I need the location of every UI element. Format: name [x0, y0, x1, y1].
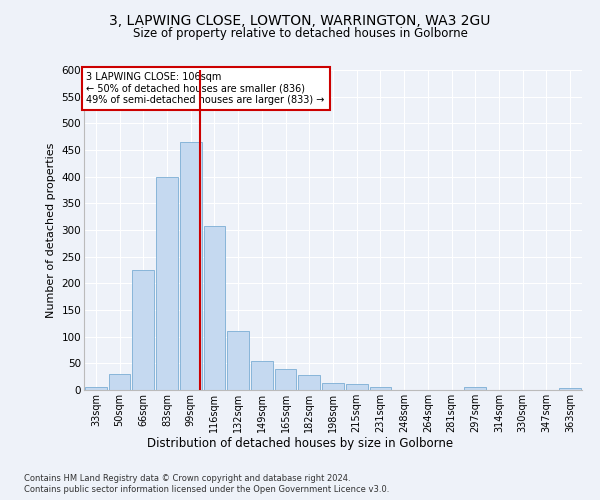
Text: Size of property relative to detached houses in Golborne: Size of property relative to detached ho…	[133, 28, 467, 40]
Text: Distribution of detached houses by size in Golborne: Distribution of detached houses by size …	[147, 438, 453, 450]
Text: Contains HM Land Registry data © Crown copyright and database right 2024.: Contains HM Land Registry data © Crown c…	[24, 474, 350, 483]
Text: Contains public sector information licensed under the Open Government Licence v3: Contains public sector information licen…	[24, 485, 389, 494]
Y-axis label: Number of detached properties: Number of detached properties	[46, 142, 56, 318]
Bar	[203, 226, 226, 390]
Text: 3, LAPWING CLOSE, LOWTON, WARRINGTON, WA3 2GU: 3, LAPWING CLOSE, LOWTON, WARRINGTON, WA…	[109, 14, 491, 28]
Text: 3 LAPWING CLOSE: 106sqm
← 50% of detached houses are smaller (836)
49% of semi-d: 3 LAPWING CLOSE: 106sqm ← 50% of detache…	[86, 72, 325, 105]
Bar	[370, 387, 391, 390]
Bar	[85, 388, 107, 390]
Bar	[275, 369, 296, 390]
Bar	[133, 270, 154, 390]
Bar	[109, 374, 130, 390]
Bar	[156, 176, 178, 390]
Bar	[227, 332, 249, 390]
Bar	[346, 384, 368, 390]
Bar	[559, 388, 581, 390]
Bar	[251, 361, 273, 390]
Bar	[322, 383, 344, 390]
Bar	[464, 388, 486, 390]
Bar	[180, 142, 202, 390]
Bar	[298, 374, 320, 390]
